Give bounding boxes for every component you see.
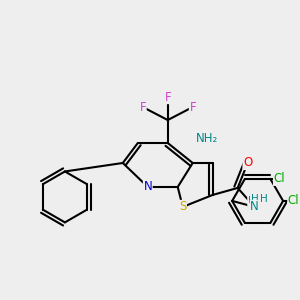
Text: Cl: Cl (274, 172, 285, 185)
Text: H: H (251, 194, 259, 204)
Text: NH₂: NH₂ (196, 131, 218, 145)
Text: F: F (140, 100, 146, 114)
Text: O: O (243, 157, 252, 169)
Text: N: N (143, 180, 152, 194)
Text: Cl: Cl (288, 194, 299, 207)
Text: H: H (260, 194, 268, 204)
Text: N: N (250, 200, 259, 213)
Text: H: H (248, 196, 256, 206)
Text: F: F (189, 100, 196, 114)
Text: NH₂: NH₂ (197, 133, 217, 143)
Text: NH₂: NH₂ (196, 131, 218, 145)
Text: F: F (164, 91, 171, 103)
Text: S: S (179, 200, 186, 213)
Text: N: N (249, 203, 257, 216)
